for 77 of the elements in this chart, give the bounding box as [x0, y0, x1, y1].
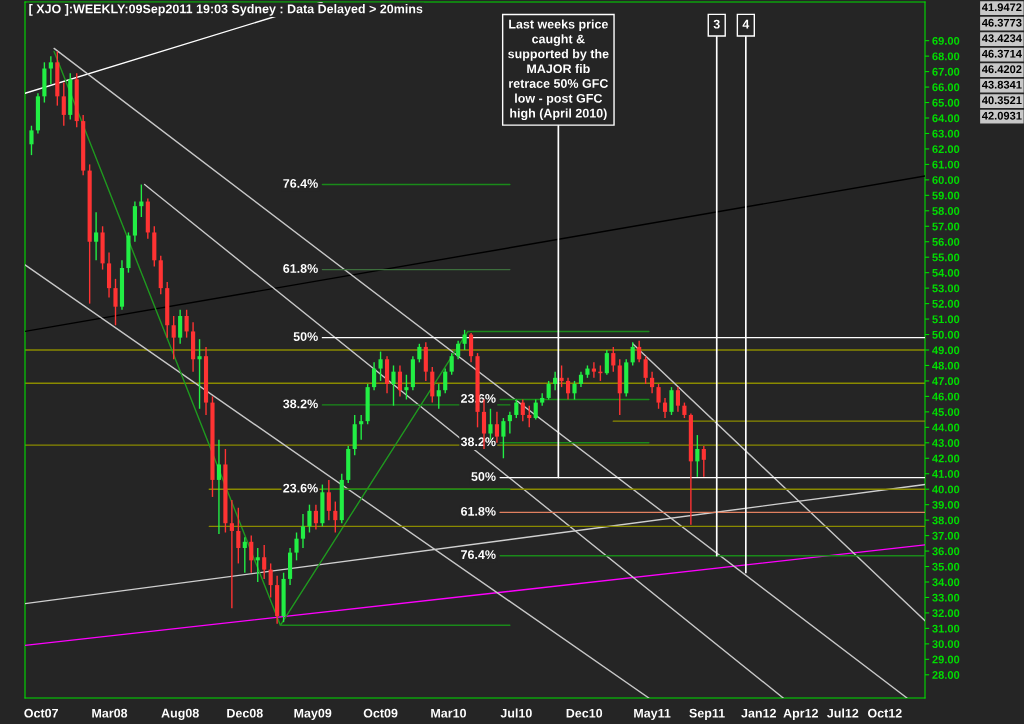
y-tick-label: 57.00: [932, 222, 960, 231]
y-tick-label: 63.00: [932, 129, 960, 138]
y-tick-label: 56.00: [932, 238, 960, 246]
y-tick-label: 53.00: [932, 284, 960, 293]
x-tick-label: Dec10: [566, 708, 603, 718]
x-tick-label: Jul10: [500, 708, 532, 718]
series-label: 61.8%: [461, 506, 496, 516]
series-label: 50%: [293, 332, 318, 341]
series-label: 76.4%: [283, 179, 318, 188]
annotation: 4: [742, 19, 750, 29]
y-tick-label: 43.00: [932, 439, 960, 447]
y-tick-label: 68.00: [932, 52, 960, 61]
y-tick-label: 32.00: [932, 609, 960, 618]
series-label: 76.4%: [461, 550, 496, 560]
y-tick-label: 29.00: [932, 655, 960, 664]
y-tick-label: 60.00: [932, 176, 960, 184]
series-label: 50%: [471, 472, 496, 481]
x-tick-label: Apr12: [783, 708, 818, 721]
text: 43.4234: [981, 34, 1022, 43]
annotation: Last weeks price caught & supported by the MAJOR fib retrace 50% GFC low - post GFC high (April 2010): [508, 19, 609, 121]
text: 43.8341: [981, 80, 1022, 89]
x-tick-label: Sep11: [689, 708, 725, 721]
x-tick-label: Oct07: [24, 708, 58, 718]
y-tick-label: 41.00: [932, 470, 960, 478]
chart-title: [ XJO ]:WEEKLY:09Sep2011 19:03 Sydney : Data Delayed > 20mins: [29, 4, 423, 16]
y-tick-label: 39.00: [932, 500, 960, 509]
annotation: 3: [713, 19, 720, 29]
y-tick-label: 66.00: [932, 83, 960, 92]
text: 42.0931: [981, 111, 1022, 120]
x-tick-label: Dec08: [227, 708, 263, 718]
y-tick-label: 35.00: [932, 562, 960, 571]
x-tick-label: Mar08: [92, 708, 128, 718]
y-tick-label: 38.00: [932, 516, 960, 525]
y-tick-label: 30.00: [932, 640, 960, 649]
y-tick-label: 67.00: [932, 67, 960, 76]
y-tick-label: 31.00: [932, 624, 960, 633]
y-tick-label: 37.00: [932, 531, 960, 540]
y-tick-label: 62.00: [932, 145, 960, 154]
y-tick-label: 65.00: [932, 98, 960, 107]
text: 40.3521: [981, 96, 1022, 105]
y-tick-label: 69.00: [932, 36, 960, 45]
x-tick-label: May09: [294, 708, 332, 721]
x-tick-label: Jan12: [741, 708, 776, 718]
text: 46.3773: [981, 18, 1022, 27]
y-tick-label: 45.00: [932, 408, 960, 416]
series-label: 38.2%: [283, 399, 318, 409]
y-tick-label: 61.00: [932, 160, 960, 169]
x-tick-label: Mar10: [431, 708, 466, 718]
y-tick-label: 40.00: [932, 485, 960, 494]
y-tick-label: 34.00: [932, 578, 960, 587]
y-tick-label: 52.00: [932, 299, 960, 308]
x-tick-label: Oct09: [363, 708, 398, 718]
y-tick-label: 50.00: [932, 330, 960, 339]
x-tick-label: May11: [634, 708, 671, 721]
y-tick-label: 44.00: [932, 423, 960, 432]
y-tick-label: 36.00: [932, 547, 960, 556]
y-tick-label: 49.00: [932, 346, 960, 355]
y-tick-label: 54.00: [932, 268, 960, 277]
y-tick-label: 48.00: [932, 361, 960, 370]
text: 46.4202: [981, 65, 1022, 74]
x-tick-label: Jul12: [827, 708, 859, 718]
x-tick-label: Aug08: [161, 708, 199, 721]
y-tick-label: 55.00: [932, 253, 960, 262]
y-tick-label: 51.00: [932, 315, 960, 324]
y-tick-label: 47.00: [932, 377, 960, 386]
y-tick-label: 28.00: [932, 671, 960, 679]
x-tick-label: Oct12: [867, 708, 902, 718]
series-label: 61.8%: [283, 264, 318, 273]
series-label: 23.6%: [283, 483, 318, 493]
text: 46.3714: [981, 49, 1022, 58]
y-tick-label: 59.00: [932, 191, 960, 200]
y-tick-label: 46.00: [932, 392, 960, 401]
y-tick-label: 33.00: [932, 593, 960, 602]
y-tick-label: 64.00: [932, 114, 960, 123]
text: 41.9472: [981, 3, 1022, 12]
y-tick-label: 42.00: [932, 454, 960, 463]
y-tick-label: 58.00: [932, 207, 960, 215]
